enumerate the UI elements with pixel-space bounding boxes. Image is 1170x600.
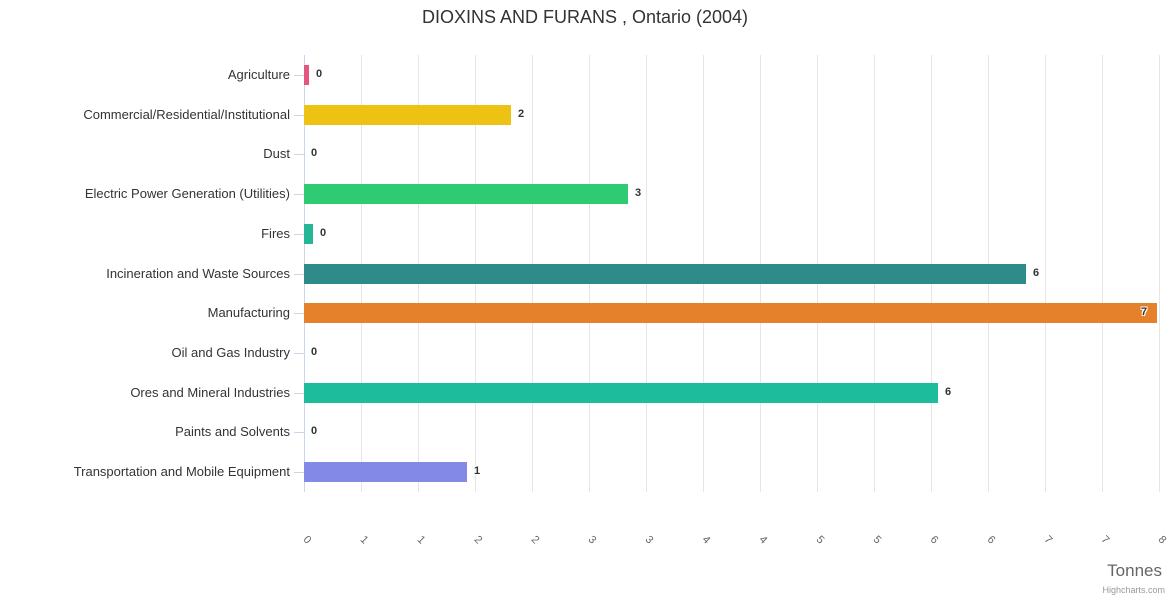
category-tick-mark (294, 194, 304, 195)
category-label: Dust (263, 146, 290, 162)
data-label: 7 (1141, 306, 1148, 319)
category-tick-mark (294, 313, 304, 314)
category-label: Fires (261, 225, 290, 241)
x-tick-label: 6 (984, 533, 998, 547)
data-label: 0 (320, 226, 327, 239)
bar[interactable] (304, 263, 1026, 284)
bar[interactable] (304, 184, 628, 205)
category-label: Paints and Solvents (175, 424, 290, 440)
gridline (1159, 55, 1160, 492)
category-label: Transportation and Mobile Equipment (73, 464, 290, 480)
category-label: Manufacturing (207, 305, 290, 321)
bar[interactable] (304, 462, 467, 483)
category-tick-mark (294, 274, 304, 275)
category-label: Ores and Mineral Industries (130, 384, 290, 400)
bar[interactable] (304, 382, 938, 403)
x-tick-label: 1 (357, 533, 371, 547)
category-tick-mark (294, 234, 304, 235)
bar[interactable] (304, 303, 1157, 324)
data-label: 6 (1033, 266, 1040, 279)
x-tick-label: 4 (699, 533, 713, 547)
data-label: 1 (474, 465, 481, 478)
highcharts-credit-link[interactable]: Highcharts.com (1102, 585, 1165, 595)
category-tick-mark (294, 353, 304, 354)
x-axis-title: Tonnes (1107, 561, 1162, 580)
x-tick-label: 3 (642, 533, 656, 547)
data-label: 0 (311, 425, 318, 438)
category-tick-mark (294, 115, 304, 116)
category-tick-mark (294, 472, 304, 473)
data-label: 6 (945, 385, 952, 398)
x-tick-label: 3 (585, 533, 599, 547)
category-label: Commercial/Residential/Institutional (83, 106, 290, 122)
x-tick-label: 1 (414, 533, 428, 547)
category-tick-mark (294, 75, 304, 76)
x-tick-label: 6 (927, 533, 941, 547)
x-tick-label: 2 (471, 533, 485, 547)
data-label: 0 (311, 147, 318, 160)
x-tick-label: 0 (300, 533, 314, 547)
x-tick-label: 7 (1098, 533, 1112, 547)
bar[interactable] (304, 223, 313, 244)
data-label: 3 (635, 187, 642, 200)
data-label: 2 (518, 107, 525, 120)
category-tick-mark (294, 393, 304, 394)
x-tick-label: 8 (1155, 533, 1169, 547)
chart-title: DIOXINS AND FURANS , Ontario (2004) (421, 7, 749, 27)
gridline (1045, 55, 1046, 492)
x-tick-label: 4 (756, 533, 770, 547)
data-label: 0 (311, 345, 318, 358)
category-label: Electric Power Generation (Utilities) (84, 186, 290, 202)
category-label: Incineration and Waste Sources (106, 265, 290, 281)
x-tick-label: 2 (528, 533, 542, 547)
bar[interactable] (304, 104, 511, 125)
gridline (1102, 55, 1103, 492)
data-label: 0 (316, 67, 323, 80)
x-tick-label: 5 (813, 533, 827, 547)
category-label: Agriculture (227, 66, 290, 82)
category-label: Oil and Gas Industry (171, 344, 291, 360)
category-tick-mark (294, 154, 304, 155)
bar[interactable] (304, 64, 309, 85)
x-tick-label: 5 (870, 533, 884, 547)
category-tick-mark (294, 432, 304, 433)
x-tick-label: 7 (1041, 533, 1055, 547)
